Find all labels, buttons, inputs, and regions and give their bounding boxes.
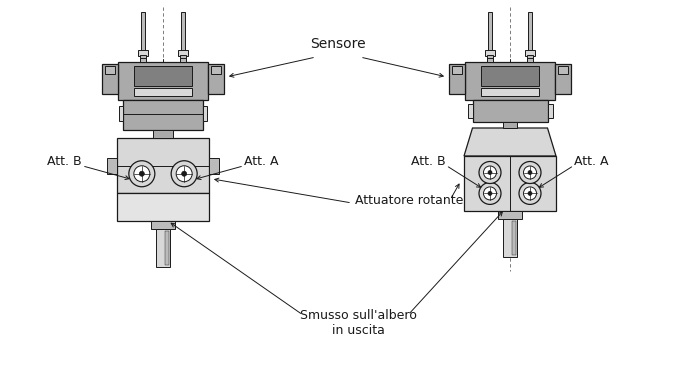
Bar	[203, 106, 207, 121]
Bar	[503, 219, 517, 257]
Circle shape	[479, 161, 501, 184]
Circle shape	[488, 191, 492, 196]
Bar	[117, 193, 209, 221]
Circle shape	[483, 187, 496, 200]
Bar	[151, 221, 175, 229]
Bar	[528, 12, 532, 52]
Bar	[180, 55, 186, 59]
Circle shape	[134, 166, 150, 182]
Circle shape	[488, 171, 492, 174]
Circle shape	[479, 182, 501, 204]
Bar	[153, 130, 173, 138]
Bar	[503, 122, 517, 128]
Bar	[211, 66, 221, 74]
Bar	[547, 104, 553, 118]
Circle shape	[483, 166, 496, 179]
Bar	[487, 55, 493, 59]
Text: Att. B: Att. B	[411, 155, 446, 168]
Circle shape	[524, 166, 536, 179]
Text: Sensore: Sensore	[310, 37, 366, 51]
Bar	[498, 211, 522, 219]
Bar	[118, 62, 208, 100]
Bar	[123, 100, 203, 130]
Bar	[558, 66, 568, 74]
Bar	[487, 58, 493, 62]
Circle shape	[176, 166, 192, 182]
Circle shape	[171, 161, 197, 187]
Circle shape	[129, 161, 155, 187]
Bar	[464, 156, 556, 211]
Bar	[156, 229, 170, 267]
Bar	[138, 50, 148, 56]
Bar	[107, 158, 117, 174]
Bar	[117, 138, 209, 193]
Bar	[527, 58, 533, 62]
Bar	[102, 64, 118, 94]
Text: Att. B: Att. B	[48, 155, 82, 168]
Bar	[481, 66, 539, 86]
Circle shape	[524, 187, 536, 200]
Text: Att. A: Att. A	[574, 155, 608, 168]
Bar	[178, 50, 188, 56]
Circle shape	[519, 161, 541, 184]
Bar	[209, 158, 219, 174]
Bar	[555, 64, 571, 94]
Bar	[488, 12, 492, 52]
Circle shape	[139, 171, 145, 176]
Bar	[481, 88, 539, 96]
Bar	[465, 62, 555, 100]
Bar	[134, 88, 192, 96]
Bar	[180, 58, 186, 62]
Bar	[512, 221, 516, 255]
Text: Att. A: Att. A	[244, 155, 278, 168]
Bar	[208, 64, 224, 94]
Bar	[181, 12, 185, 52]
Circle shape	[182, 171, 187, 176]
Bar	[105, 66, 115, 74]
Text: Attuatore rotante: Attuatore rotante	[355, 194, 463, 206]
Polygon shape	[464, 128, 556, 156]
Bar	[468, 104, 473, 118]
Bar	[473, 100, 547, 122]
Bar	[525, 50, 535, 56]
Bar	[527, 55, 533, 59]
Bar	[134, 66, 192, 86]
Circle shape	[528, 171, 532, 174]
Bar	[140, 58, 146, 62]
Text: Smusso sull'albero
in uscita: Smusso sull'albero in uscita	[299, 309, 416, 337]
Bar	[449, 64, 465, 94]
Bar	[140, 55, 146, 59]
Bar	[141, 12, 145, 52]
Circle shape	[519, 182, 541, 204]
Bar	[165, 231, 169, 265]
Circle shape	[528, 191, 532, 196]
Bar	[485, 50, 495, 56]
Bar	[119, 106, 123, 121]
Bar	[452, 66, 462, 74]
